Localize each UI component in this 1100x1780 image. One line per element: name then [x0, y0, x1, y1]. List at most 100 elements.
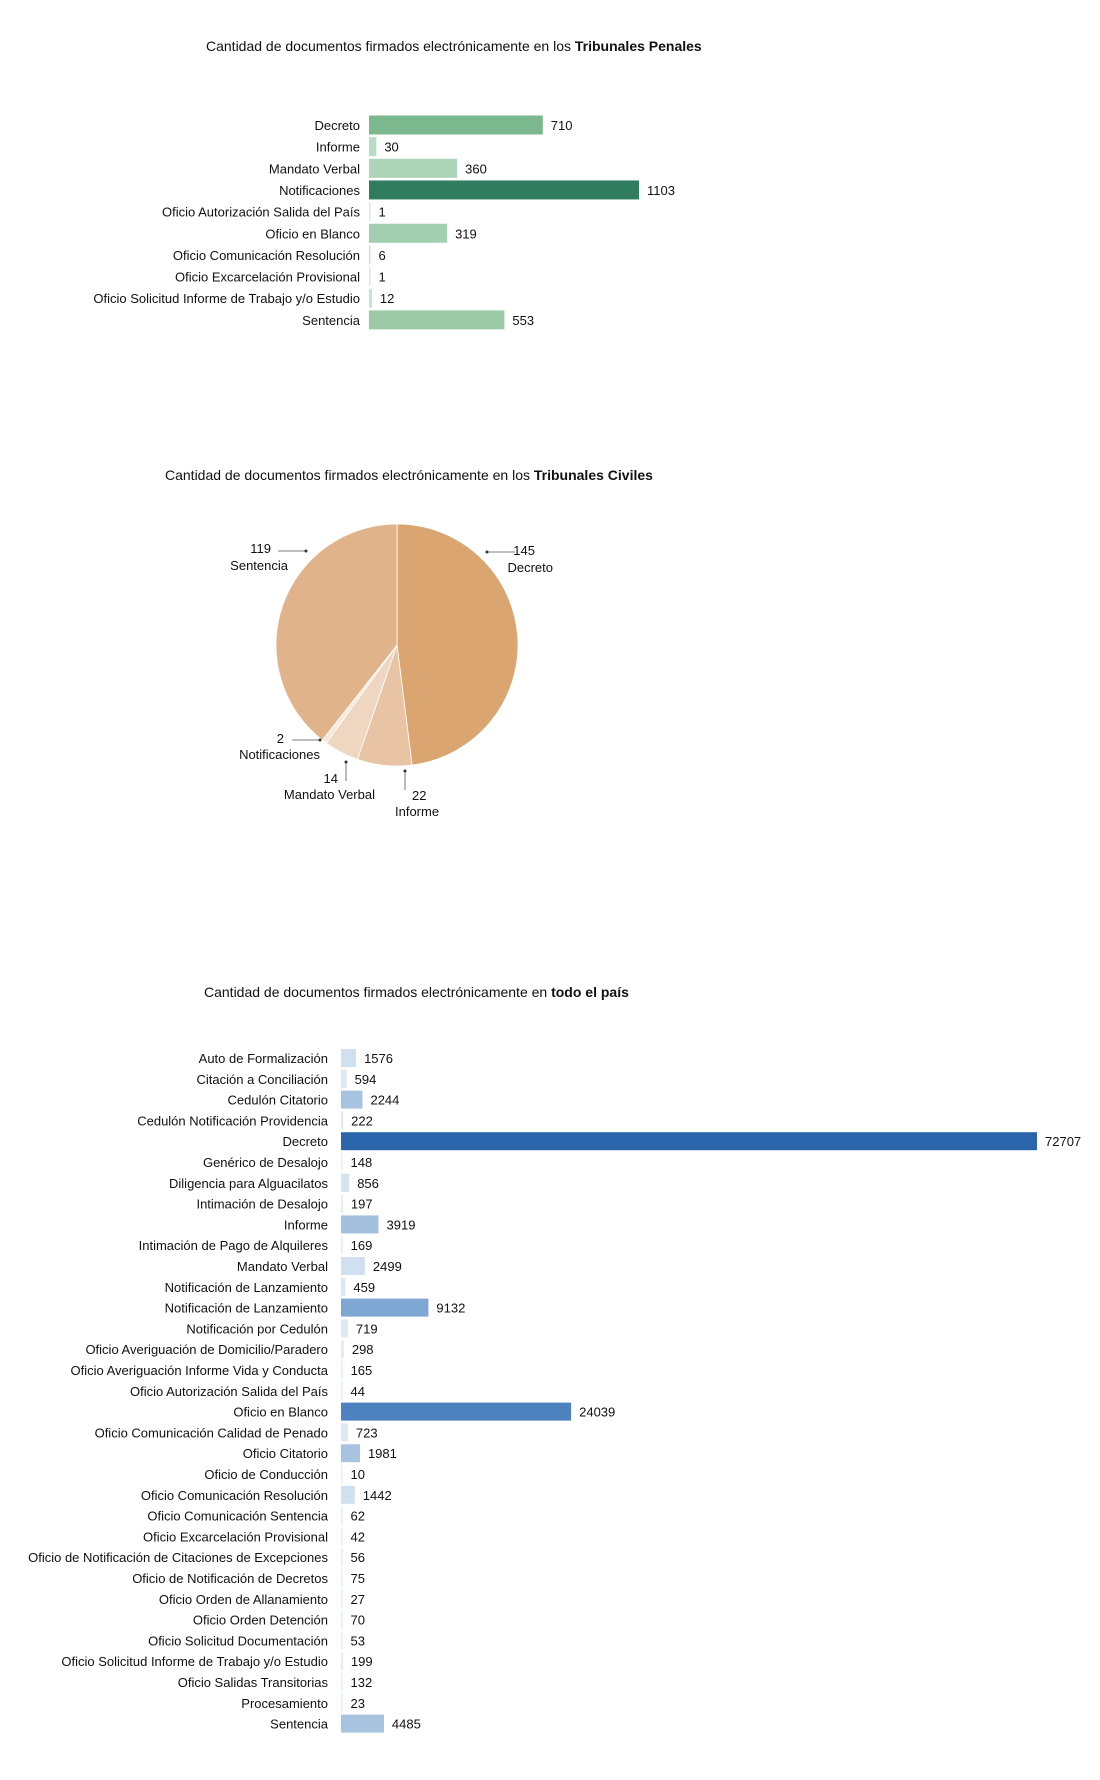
pais-category-label-sentencia-32: Sentencia: [270, 1717, 329, 1732]
pais-value-label-informe-8: 3919: [387, 1217, 416, 1232]
penales-category-label-decreto-0: Decreto: [314, 118, 360, 133]
pais-category-label-informe-8: Informe: [284, 1217, 328, 1232]
civiles-slice-value-notificaciones: 2: [277, 731, 284, 746]
civiles-slice-value-informe: 22: [412, 788, 426, 803]
penales-value-label-oficio-comunicacion-resolucion-6: 6: [379, 248, 386, 263]
pais-value-label-oficio-averiguacion-de-domicilio-paradero-14: 298: [352, 1342, 374, 1357]
pais-value-label-generico-de-desalojo-5: 148: [351, 1155, 373, 1170]
pais-bar-oficio-comunicacion-calidad-de-penado-18: [341, 1423, 348, 1442]
civiles-leader-dot-decreto: [485, 550, 489, 554]
pais-value-label-oficio-citatorio-19: 1981: [368, 1446, 397, 1461]
pais-category-label-auto-de-formalizacion-0: Auto de Formalización: [199, 1051, 328, 1066]
pais-bar-oficio-orden-de-allanamiento-26: [341, 1589, 343, 1608]
pais-value-label-oficio-comunicacion-resolucion-21: 1442: [363, 1488, 392, 1503]
pais-value-label-oficio-de-conduccion-20: 10: [351, 1467, 365, 1482]
pais-value-label-sentencia-32: 4485: [392, 1717, 421, 1732]
penales-bar-oficio-comunicacion-resolucion-6: [369, 245, 371, 265]
pais-bar-sentencia-32: [341, 1714, 384, 1733]
penales-category-label-oficio-comunicacion-resolucion-6: Oficio Comunicación Resolución: [173, 248, 360, 263]
pais-category-label-oficio-averiguacion-de-domicilio-paradero-14: Oficio Averiguación de Domicilio/Parader…: [85, 1342, 328, 1357]
penales-value-label-informe-1: 30: [384, 140, 398, 155]
pais-value-label-cedulon-citatorio-2: 2244: [370, 1093, 399, 1108]
penales-category-label-sentencia-9: Sentencia: [302, 313, 361, 328]
pais-category-label-oficio-comunicacion-sentencia-22: Oficio Comunicación Sentencia: [147, 1509, 328, 1524]
penales-value-label-notificaciones-3: 1103: [647, 183, 675, 198]
civiles-slice-value-decreto: 145: [513, 543, 535, 558]
penales-category-label-oficio-en-blanco-5: Oficio en Blanco: [265, 226, 360, 241]
penales-bar-oficio-en-blanco-5: [369, 223, 448, 243]
pais-bar-citacion-a-conciliacion-1: [341, 1069, 347, 1088]
pais-category-label-decreto-4: Decreto: [282, 1134, 328, 1149]
pais-bar-intimacion-de-pago-de-alquileres-9: [341, 1236, 343, 1255]
pais-value-label-oficio-comunicacion-calidad-de-penado-18: 723: [356, 1425, 378, 1440]
penales-value-label-oficio-excarcelacion-provisional-7: 1: [379, 270, 386, 285]
penales-bar-decreto-0: [369, 115, 543, 135]
pais-category-label-cedulon-notificacion-providencia-3: Cedulón Notificación Providencia: [137, 1113, 329, 1128]
penales-category-label-oficio-autorizacion-salida-del-pais-4: Oficio Autorización Salida del País: [162, 205, 360, 220]
civiles-leader-dot-mandato-verbal: [344, 760, 348, 764]
pais-value-label-citacion-a-conciliacion-1: 594: [355, 1072, 377, 1087]
civiles-leader-dot-sentencia: [304, 549, 308, 553]
pais-category-label-oficio-salidas-transitorias-30: Oficio Salidas Transitorias: [178, 1675, 329, 1690]
pais-value-label-oficio-excarcelacion-provisional-23: 42: [351, 1529, 365, 1544]
pais-value-label-oficio-de-notificacion-de-citaciones-de-excepciones-24: 56: [351, 1550, 365, 1565]
pais-category-label-mandato-verbal-10: Mandato Verbal: [237, 1259, 328, 1274]
penales-value-label-oficio-solicitud-informe-de-trabajo-y-o-estudio-8: 12: [380, 291, 394, 306]
civiles-slice-label-informe: Informe: [395, 804, 439, 819]
pais-category-label-oficio-de-conduccion-20: Oficio de Conducción: [204, 1467, 328, 1482]
pais-bar-notificacion-por-cedulon-13: [341, 1319, 348, 1338]
pais-category-label-oficio-comunicacion-resolucion-21: Oficio Comunicación Resolución: [141, 1488, 328, 1503]
pais-category-label-oficio-orden-detencion-27: Oficio Orden Detención: [193, 1613, 328, 1628]
penales-bar-mandato-verbal-2: [369, 158, 458, 178]
pais-bar-oficio-salidas-transitorias-30: [341, 1673, 343, 1691]
pais-category-label-intimacion-de-desalojo-7: Intimación de Desalojo: [196, 1197, 328, 1212]
pais-category-label-oficio-de-notificacion-de-citaciones-de-excepciones-24: Oficio de Notificación de Citaciones de …: [28, 1550, 328, 1565]
pais-value-label-oficio-comunicacion-sentencia-22: 62: [351, 1509, 365, 1524]
pais-category-label-oficio-citatorio-19: Oficio Citatorio: [243, 1446, 328, 1461]
penales-value-label-mandato-verbal-2: 360: [465, 161, 487, 176]
pais-bar-oficio-excarcelacion-provisional-23: [341, 1527, 343, 1546]
pais-bar-oficio-solicitud-documentacion-28: [341, 1631, 343, 1650]
penales-bar-informe-1: [369, 137, 377, 157]
pais-bar-notificacion-de-lanzamiento-11: [341, 1277, 346, 1296]
pais-category-label-oficio-autorizacion-salida-del-pais-16: Oficio Autorización Salida del País: [130, 1384, 328, 1399]
pais-value-label-oficio-orden-detencion-27: 70: [351, 1613, 365, 1628]
pais-category-label-oficio-solicitud-informe-de-trabajo-y-o-estudio-29: Oficio Solicitud Informe de Trabajo y/o …: [61, 1654, 328, 1669]
penales-category-label-oficio-excarcelacion-provisional-7: Oficio Excarcelación Provisional: [175, 270, 360, 285]
pais-bar-chart: Auto de Formalización 1576 Citación a Conc…: [28, 1049, 1081, 1733]
pais-category-label-generico-de-desalojo-5: Genérico de Desalojo: [203, 1155, 328, 1170]
pais-bar-oficio-solicitud-informe-de-trabajo-y-o-estudio-29: [341, 1652, 343, 1671]
penales-bar-oficio-excarcelacion-provisional-7: [369, 267, 371, 287]
penales-bar-chart: Decreto 710 Informe 30 Mandato Verbal 360 Noti…: [93, 115, 675, 330]
pais-bar-oficio-en-blanco-17: [341, 1402, 572, 1421]
penales-bar-oficio-solicitud-informe-de-trabajo-y-o-estudio-8: [369, 288, 372, 308]
pais-bar-oficio-autorizacion-salida-del-pais-16: [341, 1381, 343, 1400]
penales-value-label-oficio-en-blanco-5: 319: [455, 226, 477, 241]
pais-value-label-intimacion-de-pago-de-alquileres-9: 169: [351, 1238, 373, 1253]
pais-category-label-oficio-orden-de-allanamiento-26: Oficio Orden de Allanamiento: [159, 1592, 328, 1607]
civiles-slice-label-decreto: Decreto: [507, 560, 553, 575]
pais-bar-oficio-comunicacion-sentencia-22: [341, 1506, 343, 1525]
civiles-leader-dot-informe: [403, 769, 407, 773]
pais-bar-oficio-de-notificacion-de-decretos-25: [341, 1569, 343, 1587]
pais-bar-oficio-de-conduccion-20: [341, 1465, 343, 1483]
penales-bar-notificaciones-3: [369, 180, 639, 200]
pais-bar-cedulon-notificacion-providencia-3: [341, 1111, 344, 1130]
pais-value-label-oficio-en-blanco-17: 24039: [579, 1405, 615, 1420]
penales-value-label-oficio-autorizacion-salida-del-pais-4: 1: [379, 205, 386, 220]
pais-category-label-oficio-averiguacion-informe-vida-y-conducta-15: Oficio Averiguación Informe Vida y Condu…: [71, 1363, 329, 1378]
pais-value-label-mandato-verbal-10: 2499: [373, 1259, 402, 1274]
pais-value-label-notificacion-de-lanzamiento-11: 459: [353, 1280, 375, 1295]
penales-value-label-decreto-0: 710: [551, 118, 573, 133]
pais-value-label-oficio-salidas-transitorias-30: 132: [351, 1675, 373, 1690]
civiles-slice-label-notificaciones: Notificaciones: [239, 747, 320, 762]
pais-value-label-oficio-averiguacion-informe-vida-y-conducta-15: 165: [351, 1363, 373, 1378]
pais-bar-auto-de-formalizacion-0: [341, 1049, 357, 1067]
pais-value-label-notificacion-por-cedulon-13: 719: [356, 1321, 378, 1336]
civiles-leader-dot-notificaciones: [318, 738, 322, 742]
pais-category-label-cedulon-citatorio-2: Cedulón Citatorio: [228, 1093, 328, 1108]
pais-bar-intimacion-de-desalojo-7: [341, 1194, 343, 1213]
pais-chart-title: Cantidad de documentos firmados electrón…: [204, 984, 629, 1000]
civiles-slice-label-mandato-verbal: Mandato Verbal: [284, 787, 375, 802]
